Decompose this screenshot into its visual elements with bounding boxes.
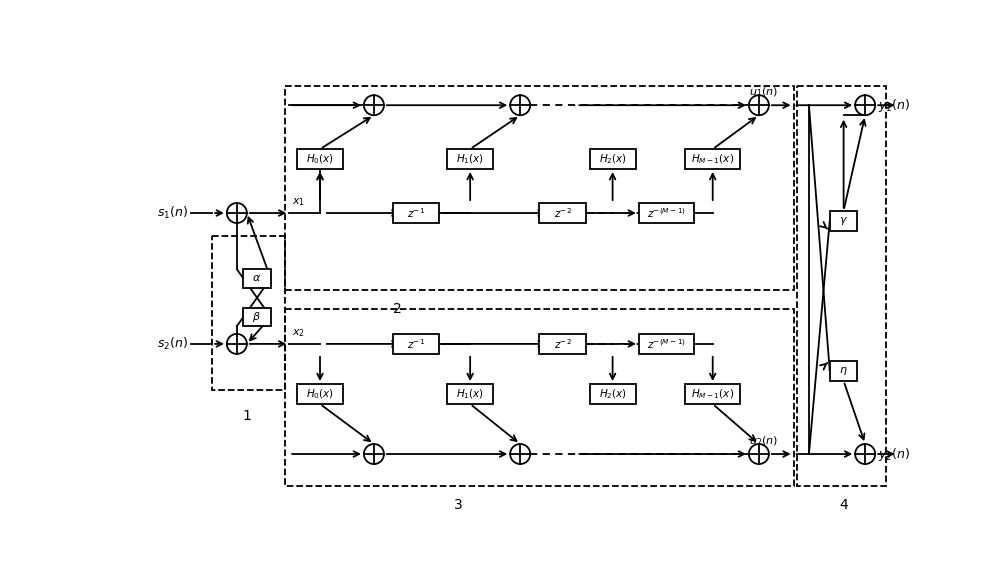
Bar — [212, 236, 285, 390]
Bar — [685, 149, 740, 169]
Text: $H_{M-1}(x)$: $H_{M-1}(x)$ — [691, 152, 734, 166]
Text: $x_1$: $x_1$ — [292, 196, 305, 208]
Text: $H_1(x)$: $H_1(x)$ — [456, 152, 484, 166]
Bar — [830, 211, 857, 230]
Text: $y_1(n)$: $y_1(n)$ — [878, 96, 910, 113]
Bar — [685, 384, 740, 404]
Text: $z^{-2}$: $z^{-2}$ — [554, 337, 571, 351]
Text: $u_2(n)$: $u_2(n)$ — [749, 435, 778, 448]
Bar — [539, 203, 586, 223]
Text: 4: 4 — [839, 498, 848, 512]
Bar — [797, 86, 886, 486]
Text: $z^{-(M-1)}$: $z^{-(M-1)}$ — [647, 206, 686, 220]
Text: $\gamma$: $\gamma$ — [839, 215, 848, 227]
Text: $H_1(x)$: $H_1(x)$ — [456, 387, 484, 401]
Bar — [447, 384, 493, 404]
Bar — [590, 149, 636, 169]
Bar — [447, 149, 493, 169]
Bar — [243, 269, 271, 288]
Bar — [830, 361, 857, 381]
Bar — [590, 384, 636, 404]
Text: $z^{-1}$: $z^{-1}$ — [407, 206, 425, 220]
Text: $H_0(x)$: $H_0(x)$ — [306, 152, 334, 166]
Text: $H_{M-1}(x)$: $H_{M-1}(x)$ — [691, 387, 734, 401]
Text: 3: 3 — [454, 498, 463, 512]
Text: $z^{-1}$: $z^{-1}$ — [407, 337, 425, 351]
Bar — [297, 149, 343, 169]
Bar — [639, 203, 694, 223]
Text: 1: 1 — [242, 409, 251, 423]
Text: $\alpha$: $\alpha$ — [252, 273, 261, 283]
Bar — [285, 86, 794, 290]
Bar — [393, 203, 439, 223]
Text: 2: 2 — [393, 302, 401, 316]
Text: $u_1(n)$: $u_1(n)$ — [749, 85, 778, 99]
Text: $H_0(x)$: $H_0(x)$ — [306, 387, 334, 401]
Bar — [243, 308, 271, 326]
Bar — [393, 334, 439, 354]
Text: $H_2(x)$: $H_2(x)$ — [599, 387, 627, 401]
Bar — [297, 384, 343, 404]
Text: $\eta$: $\eta$ — [839, 365, 848, 377]
Text: $z^{-(M-1)}$: $z^{-(M-1)}$ — [647, 337, 686, 351]
Text: $z^{-2}$: $z^{-2}$ — [554, 206, 571, 220]
Text: $y_2(n)$: $y_2(n)$ — [878, 446, 910, 463]
Text: $\beta$: $\beta$ — [252, 310, 261, 324]
Text: $s_1(n)$: $s_1(n)$ — [157, 205, 188, 221]
Text: $s_2(n)$: $s_2(n)$ — [157, 336, 188, 352]
Text: $H_2(x)$: $H_2(x)$ — [599, 152, 627, 166]
Bar — [285, 309, 794, 486]
Bar — [539, 334, 586, 354]
Text: $x_2$: $x_2$ — [292, 328, 305, 339]
Bar — [639, 334, 694, 354]
